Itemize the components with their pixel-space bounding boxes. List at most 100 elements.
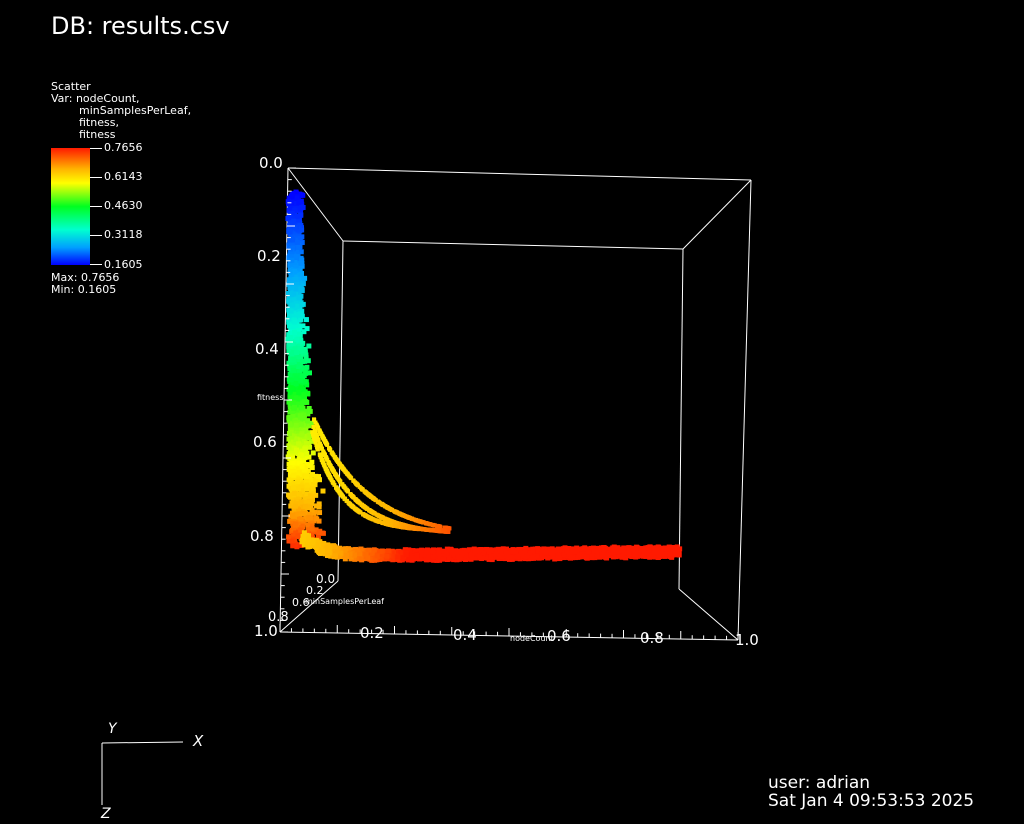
scatter-point — [344, 487, 349, 492]
scatter-point — [298, 212, 304, 218]
scatter-point — [288, 263, 294, 269]
scatter-point — [504, 546, 510, 552]
scatter-point — [297, 396, 303, 402]
scatter-point — [488, 554, 494, 560]
scatter-point — [351, 552, 357, 558]
scatter-point — [314, 432, 319, 437]
scatter-point — [655, 550, 661, 556]
scatter-point — [291, 533, 297, 539]
scatter-point — [367, 556, 373, 562]
scatter-point — [332, 544, 338, 550]
scatter-point — [299, 359, 305, 365]
scatter-point — [294, 350, 300, 356]
scatter-point — [289, 313, 295, 319]
scatter-point — [309, 526, 315, 532]
scatter-point — [287, 323, 293, 329]
scatter-point — [312, 417, 317, 422]
scatter-point — [294, 425, 300, 431]
scatter-point — [297, 413, 303, 419]
scatter-point — [599, 552, 605, 558]
scatter-point — [306, 423, 312, 429]
scatter-point — [654, 546, 660, 552]
scatter-point — [390, 553, 396, 559]
scatter-point — [316, 477, 322, 483]
scatter-point — [298, 499, 304, 505]
scatter-point — [376, 500, 381, 505]
scatter-point — [300, 520, 306, 526]
scatter-point — [336, 459, 341, 464]
scatter-point — [577, 552, 583, 558]
scatter-point — [302, 350, 308, 356]
scatter-point — [316, 504, 322, 510]
scatter-point — [320, 530, 326, 536]
scatter-point — [632, 552, 638, 558]
scatter-point — [472, 549, 478, 555]
scatter-point — [287, 422, 293, 428]
scatter-point — [301, 479, 307, 485]
scatter-point — [524, 552, 530, 558]
scatter-point — [337, 550, 343, 556]
scatter-point — [574, 548, 580, 554]
scatter-point — [293, 262, 299, 268]
scatter-point — [619, 554, 625, 560]
scatter-point — [351, 495, 356, 500]
scatter-point — [290, 401, 296, 407]
scatter-point — [347, 547, 353, 553]
scatter-point — [293, 541, 299, 547]
scatter-point — [374, 553, 380, 559]
scatter-point — [305, 418, 311, 424]
box-edge — [342, 240, 684, 250]
box-edge — [279, 580, 339, 633]
scatter-point — [363, 551, 369, 557]
scatter-point — [585, 549, 591, 555]
var-cont-3: fitness — [79, 128, 116, 141]
scatter-point — [306, 454, 312, 460]
scatter-point — [286, 312, 292, 318]
scatter-point — [290, 286, 296, 292]
scatter-point — [293, 276, 299, 282]
scatter-point — [626, 553, 632, 559]
max-value-text: Max: 0.7656 — [51, 271, 120, 284]
scatter-point — [374, 512, 379, 517]
color-bar — [51, 148, 90, 265]
scatter-point — [305, 544, 311, 550]
scatter-point — [441, 556, 447, 562]
scatter-point — [326, 547, 332, 553]
scatter-point — [301, 530, 307, 536]
scatter-point — [385, 517, 390, 522]
scatter-point — [286, 451, 292, 457]
scatter-point — [318, 455, 323, 460]
scatter-point — [438, 548, 444, 554]
scatter-point — [332, 553, 338, 559]
scatter-point — [546, 548, 552, 554]
scatter-point — [313, 527, 319, 533]
scatter-point — [299, 539, 305, 545]
scatter-point — [287, 237, 293, 243]
scatter-point — [297, 260, 303, 266]
scatter-point — [296, 331, 302, 337]
scatter-point — [298, 404, 304, 410]
scatter-point — [316, 438, 321, 443]
scatter-point — [306, 370, 312, 376]
scatter-point — [313, 503, 319, 509]
scatter-point — [431, 554, 437, 560]
scatter-point — [591, 548, 597, 554]
scatter-point — [294, 239, 300, 245]
box-edge — [737, 179, 752, 641]
scatter-point — [322, 453, 327, 458]
scatter-point — [296, 324, 302, 330]
scatter-point — [287, 390, 293, 396]
scatter-point — [382, 516, 387, 521]
scatter-point — [575, 554, 581, 560]
scatter-point — [303, 317, 309, 323]
scatter-point — [676, 552, 682, 558]
scatter-point — [408, 555, 414, 561]
scatter-point — [287, 348, 293, 354]
scatter-point — [309, 539, 315, 545]
scatter-point — [392, 509, 397, 514]
scatter-point — [312, 436, 317, 441]
scatter-point — [314, 538, 320, 544]
scatter-point — [449, 549, 455, 555]
scatter-point — [355, 548, 361, 554]
